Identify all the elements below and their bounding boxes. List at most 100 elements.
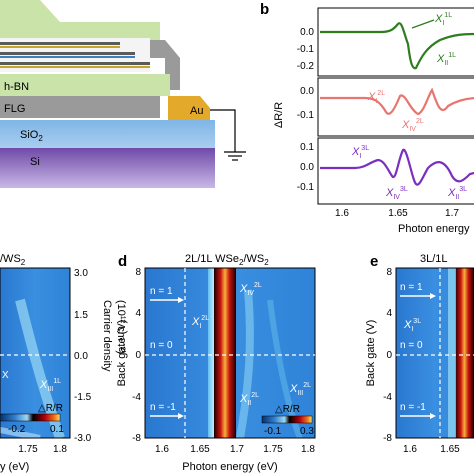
row3-ytick-0: 0.1: [300, 142, 314, 153]
device-schematic: h-BN FLG Au SiO2 Si: [0, 0, 246, 188]
row3-ytick-1: 0.0: [300, 162, 314, 173]
hbn-label: h-BN: [4, 81, 29, 93]
left-ytick-2: 0.0: [74, 351, 88, 362]
e-exciton-I: XI3L: [403, 318, 421, 333]
b-xtick-0: 1.6: [335, 208, 349, 219]
b-xlabel: Photon energy: [398, 223, 470, 235]
svg-text:0.3: 0.3: [300, 426, 314, 437]
e-ytick-2: 0: [386, 350, 392, 361]
d-exciton-II: XII2L: [239, 392, 259, 407]
left-right-ylabel: Carrier density: [101, 300, 113, 372]
e-ytick-1: 4: [386, 308, 392, 319]
left-colorbar: △R/R -0.2 0.1: [0, 403, 64, 435]
ground-icon: [224, 151, 246, 161]
au-contact: [168, 96, 210, 120]
panel-e: e 3L/1L Back gate (V) 8 4 0 -4 -8 n = 1 …: [365, 253, 474, 455]
panel-e-letter: e: [370, 253, 378, 270]
d-ytick-4: -8: [132, 433, 141, 444]
e-ytick-4: -8: [383, 433, 392, 444]
row2-ytick-0: 0.0: [300, 86, 314, 97]
e-ytick-0: 8: [386, 267, 392, 278]
au-label: Au: [190, 105, 203, 117]
flg-layer: [0, 96, 160, 118]
b-xtick-2: 1.7: [445, 208, 459, 219]
panel-left-map: /WS2 3.0 1.5 0.0 -1.5 -3.0 Carrier densi…: [0, 253, 127, 473]
panel-b: b ΔR/R 0.0 -0.1 -0.2 XI1L XII1L 0.0 -0.1…: [260, 1, 474, 235]
row1-spectrum: [320, 22, 474, 70]
d-xtick-2: 1.7: [230, 444, 244, 455]
panel-b-row-2: 0.0 -0.1 XI2L XIV2L: [297, 77, 474, 137]
panel-e-ylabel: Back gate (V): [365, 320, 377, 387]
panel-d-ylabel: Back gate (V): [116, 320, 128, 387]
row2-spectrum: [320, 87, 474, 116]
left-ytick-4: -3.0: [74, 433, 92, 444]
left-right-yunit: (10¹² cm⁻²): [115, 300, 127, 354]
flg-label: FLG: [4, 103, 25, 115]
row1-ytick-0: 0.0: [300, 27, 314, 38]
row2-ytick-1: -0.1: [297, 110, 315, 121]
d-xtick-1: 1.65: [190, 444, 210, 455]
panel-d: d 2L/1L WSe2/WS2 Back gate (V) 8 4 0 -4 …: [116, 253, 316, 473]
left-ytick-1: 1.5: [74, 310, 88, 321]
row1-ytick-2: -0.2: [297, 61, 315, 72]
svg-text:△R/R: △R/R: [275, 404, 300, 415]
d-n-zero: n = 0: [150, 340, 173, 351]
d-ytick-0: 8: [135, 267, 141, 278]
e-n-zero: n = 0: [400, 340, 423, 351]
left-ytick-0: 3.0: [74, 268, 88, 279]
left-n-minus-1: X: [2, 370, 9, 381]
hbn-layer: [0, 74, 170, 96]
row3-ytick-2: -0.1: [297, 182, 315, 193]
left-title: /WS2: [0, 253, 26, 267]
panel-d-letter: d: [118, 253, 127, 270]
d-n-minus-1: n = -1: [150, 402, 176, 413]
panel-b-ylabel: ΔR/R: [273, 102, 285, 128]
row1-exciton-2: XII1L: [436, 52, 456, 67]
left-ytick-3: -1.5: [74, 392, 92, 403]
row3-exciton-1: XI3L: [351, 145, 369, 160]
row1-exciton-1: XI1L: [434, 12, 452, 27]
row3-exciton-2: XIV3L: [385, 186, 408, 201]
row2-exciton-2: XIV2L: [401, 118, 424, 133]
si-label: Si: [30, 156, 40, 168]
d-xtick-3: 1.75: [263, 444, 283, 455]
row3-spectrum: [320, 148, 474, 186]
d-exciton-III: XIII2L: [289, 382, 311, 397]
svg-text:0.1: 0.1: [50, 424, 64, 435]
row2-exciton-1: XI2L: [367, 90, 385, 105]
panel-b-row-3: 0.1 0.0 -0.1 XI3L XIV3L XII3L: [297, 137, 474, 205]
sio2-layer: [0, 120, 215, 148]
panel-e-title: 3L/1L: [420, 253, 448, 265]
tmd-layers: [0, 38, 150, 72]
d-xlabel: Photon energy (eV): [182, 461, 277, 473]
d-xtick-4: 1.8: [301, 444, 315, 455]
d-ytick-3: -4: [132, 392, 141, 403]
svg-text:△R/R: △R/R: [38, 403, 63, 414]
left-xlabel: y (eV): [0, 461, 29, 473]
left-xtick-0: 1.75: [18, 444, 38, 455]
d-xtick-0: 1.6: [155, 444, 169, 455]
gate-wire: [210, 109, 236, 152]
si-substrate: [0, 148, 215, 188]
e-ytick-3: -4: [383, 392, 392, 403]
e-xtick-0: 1.6: [403, 444, 417, 455]
e-n-minus-1: n = -1: [400, 402, 426, 413]
top-hbn-layer: [0, 0, 160, 40]
d-colorbar: △R/R -0.1 0.3: [261, 404, 314, 437]
e-n-plus-1: n = 1: [400, 282, 423, 293]
b-xtick-1: 1.65: [388, 208, 408, 219]
svg-text:-0.1: -0.1: [264, 426, 282, 437]
panel-d-title: 2L/1L WSe2/WS2: [185, 253, 269, 267]
d-exciton-I: XI2L: [191, 315, 209, 330]
panel-b-row-1: 0.0 -0.1 -0.2 XI1L XII1L: [297, 7, 474, 77]
sio2-label: SiO2: [20, 129, 43, 143]
panel-b-letter: b: [260, 1, 269, 18]
row3-exciton-3: XII3L: [447, 186, 467, 201]
d-n-plus-1: n = 1: [150, 286, 173, 297]
e-xtick-1: 1.65: [440, 444, 460, 455]
row1-arrow-1: [411, 19, 435, 29]
row1-ytick-1: -0.1: [297, 44, 315, 55]
svg-text:-0.2: -0.2: [8, 424, 26, 435]
d-ytick-1: 4: [135, 308, 141, 319]
